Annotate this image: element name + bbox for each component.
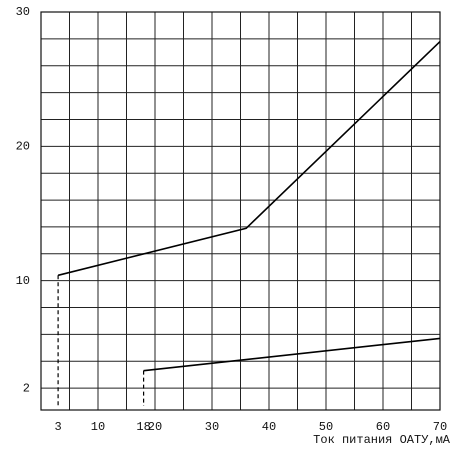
y-tick-label: 20 bbox=[16, 140, 30, 154]
data-line bbox=[57, 40, 441, 277]
x-tick-label: 70 bbox=[433, 420, 447, 434]
y-tick-label: 10 bbox=[16, 274, 30, 288]
x-tick-label: 30 bbox=[205, 420, 219, 434]
x-tick-label: 60 bbox=[376, 420, 390, 434]
x-axis-label: Ток питания ОАТУ,мА bbox=[313, 433, 451, 447]
x-tick-label: 20 bbox=[148, 420, 162, 434]
x-tick-label: 50 bbox=[319, 420, 333, 434]
y-tick-label: 30 bbox=[16, 5, 30, 19]
data-line bbox=[143, 337, 441, 372]
x-tick-label: 18 bbox=[136, 420, 150, 434]
y-tick-label: 2 bbox=[23, 381, 30, 395]
x-tick-label: 3 bbox=[54, 420, 61, 434]
x-tick-label: 40 bbox=[262, 420, 276, 434]
x-tick-label: 10 bbox=[91, 420, 105, 434]
plot-frame bbox=[40, 11, 441, 411]
